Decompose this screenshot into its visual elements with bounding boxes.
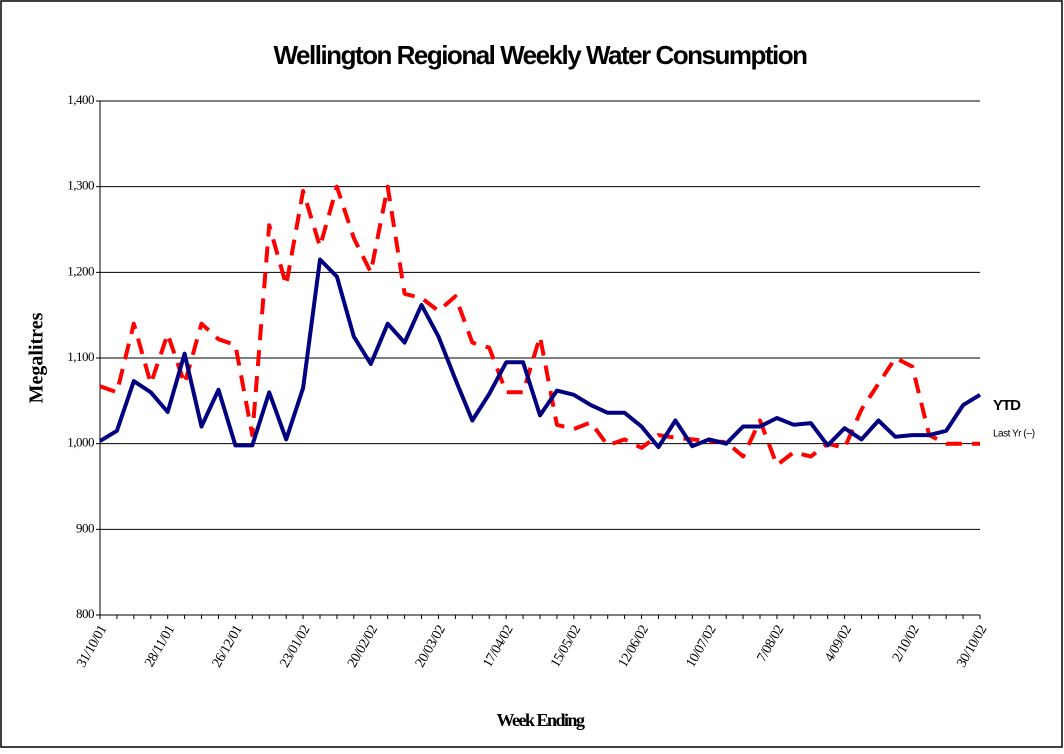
y-tick-label: 900	[76, 520, 94, 535]
y-tick-label: 1,300	[67, 178, 94, 193]
series-line	[99, 184, 980, 468]
legend-label: Last Yr (--)	[993, 429, 1035, 440]
y-tick-label: 1,400	[67, 92, 94, 107]
x-axis-label: Week Ending	[496, 710, 585, 730]
y-tick-label: 1,100	[67, 349, 94, 364]
legend-label: YTD	[993, 397, 1021, 414]
chart-title: Wellington Regional Weekly Water Consump…	[273, 40, 807, 70]
y-tick-label: 1,000	[67, 435, 94, 450]
y-tick-label: 800	[76, 606, 94, 621]
y-axis-label: Megalitres	[26, 312, 48, 403]
series-line	[98, 257, 982, 450]
y-tick-label: 1,200	[67, 263, 94, 278]
